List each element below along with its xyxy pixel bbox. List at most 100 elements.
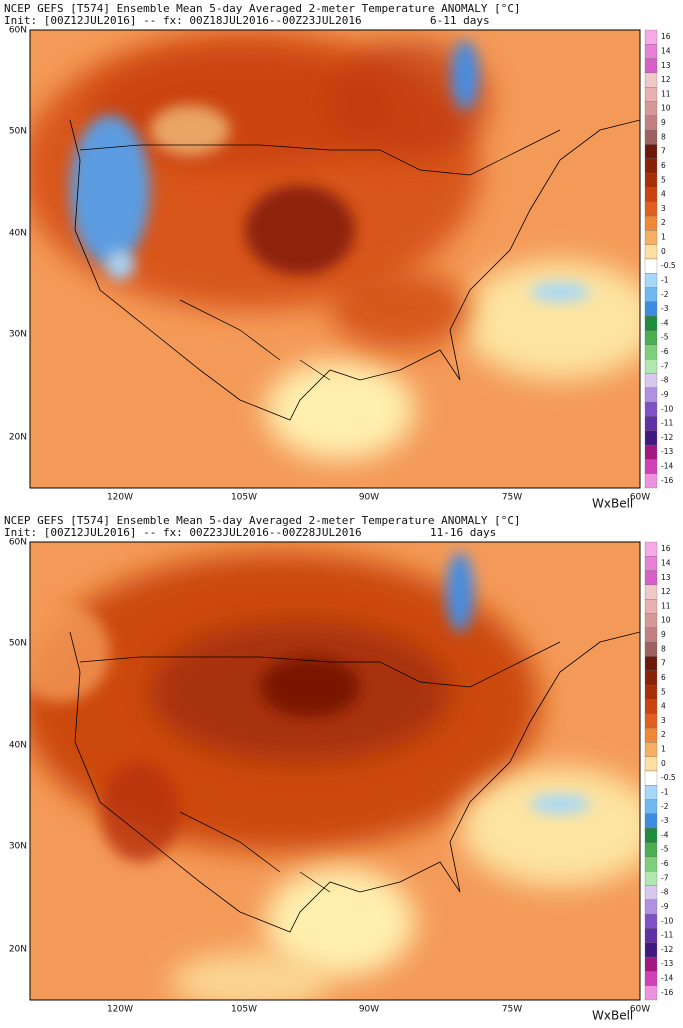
anomaly-region xyxy=(100,762,180,862)
colorbar-cell xyxy=(644,158,658,174)
colorbar-cell xyxy=(644,541,658,557)
colorbar-label: -13 xyxy=(661,959,673,968)
colorbar-label: 6 xyxy=(661,673,666,682)
colorbar-cell xyxy=(644,430,658,446)
colorbar-cell xyxy=(644,187,658,202)
colorbar-cell xyxy=(644,842,658,858)
lon-label: 120W xyxy=(107,1005,133,1015)
colorbar-cell xyxy=(644,656,658,671)
colorbar-label: -0.5 xyxy=(661,261,676,270)
colorbar-cell xyxy=(644,387,658,403)
colorbar-label: 7 xyxy=(661,659,666,668)
colorbar-label: 10 xyxy=(661,616,671,625)
colorbar-cell xyxy=(644,985,658,1001)
colorbar-cell xyxy=(644,670,658,686)
colorbar-label: -13 xyxy=(661,447,673,456)
colorbar-cell xyxy=(644,956,658,972)
anomaly-region xyxy=(530,794,590,814)
coastline xyxy=(69,119,640,421)
colorbar-label: -7 xyxy=(661,361,669,370)
lon-label: 60W xyxy=(630,493,650,503)
colorbar-label: -1 xyxy=(661,275,669,284)
colorbar-label: -8 xyxy=(661,376,669,385)
colorbar-label: -9 xyxy=(661,390,669,399)
anomaly-region xyxy=(451,40,479,110)
anomaly-region xyxy=(460,767,640,887)
logo: WxBell xyxy=(592,497,633,511)
anomaly-region xyxy=(265,867,415,977)
colorbar-cell xyxy=(644,330,658,346)
colorbar-cell xyxy=(644,230,658,245)
anomaly-region xyxy=(170,952,330,1000)
colorbar-label: -14 xyxy=(661,462,673,471)
colorbar-cell xyxy=(644,172,658,188)
colorbar-cell xyxy=(644,401,658,417)
colorbar-label: 3 xyxy=(661,716,666,725)
anomaly-region xyxy=(260,657,360,717)
colorbar-cell xyxy=(644,556,658,571)
colorbar-cell xyxy=(644,727,658,743)
colorbar-label: 4 xyxy=(661,190,666,199)
colorbar-label: -6 xyxy=(661,859,669,868)
logo: WxBell xyxy=(592,1009,633,1023)
colorbar-label: -3 xyxy=(661,816,669,825)
colorbar-cell xyxy=(644,373,658,388)
colorbar-label: 9 xyxy=(661,630,666,639)
colorbar-label: 11 xyxy=(661,89,671,98)
panel-init: Init: [00Z12JUL2016] -- fx: 00Z18JUL2016… xyxy=(4,14,362,27)
colorbar-label: 1 xyxy=(661,745,666,754)
colorbar-label: -12 xyxy=(661,945,673,954)
colorbar-cell xyxy=(644,58,658,74)
lat-label: 30N xyxy=(9,842,27,852)
map-field xyxy=(30,30,640,488)
colorbar-cell xyxy=(644,244,658,260)
colorbar-cell xyxy=(644,87,658,102)
lon-label: 60W xyxy=(630,1005,650,1015)
colorbar-label: -1 xyxy=(661,787,669,796)
lon-label: 75W xyxy=(502,1005,522,1015)
colorbar-label: 5 xyxy=(661,175,666,184)
lon-label: 90W xyxy=(359,1005,379,1015)
colorbar-label: 12 xyxy=(661,75,671,84)
panel-range: 6-11 days xyxy=(430,14,490,27)
colorbar-label: -7 xyxy=(661,873,669,882)
colorbar-cell xyxy=(644,699,658,714)
colorbar-cell xyxy=(644,570,658,586)
anomaly-region xyxy=(245,185,355,275)
lat-label: 40N xyxy=(9,229,27,239)
colorbar-cell xyxy=(644,316,658,331)
colorbar-cell xyxy=(644,942,658,958)
colorbar-label: 3 xyxy=(661,204,666,213)
colorbar-label: 13 xyxy=(661,61,671,70)
colorbar-cell xyxy=(644,899,658,915)
colorbar-label: -4 xyxy=(661,830,669,839)
colorbar-cell xyxy=(644,813,658,829)
colorbar-label: 8 xyxy=(661,132,666,141)
colorbar-label: -6 xyxy=(661,347,669,356)
lat-label: 40N xyxy=(9,741,27,751)
lon-label: 75W xyxy=(502,493,522,503)
anomaly-region xyxy=(460,260,640,380)
colorbar-label: 14 xyxy=(661,46,671,55)
colorbar-label: -8 xyxy=(661,888,669,897)
colorbar-cell xyxy=(644,627,658,643)
colorbar-cell xyxy=(644,101,658,117)
colorbar-label: 10 xyxy=(661,104,671,113)
colorbar-label: 1 xyxy=(661,233,666,242)
colorbar-label: 13 xyxy=(661,573,671,582)
colorbar-cell xyxy=(644,344,658,360)
colorbar-cell xyxy=(644,130,658,145)
lat-label: 20N xyxy=(9,945,27,955)
lon-label: 120W xyxy=(107,493,133,503)
lat-label: 30N xyxy=(9,330,27,340)
anomaly-region xyxy=(446,552,474,632)
colorbar-cell xyxy=(644,416,658,431)
colorbar-cell xyxy=(644,799,658,815)
colorbar-cell xyxy=(644,756,658,772)
panel-range: 11-16 days xyxy=(430,526,496,539)
anomaly-region xyxy=(530,282,590,302)
map-panel: NCEP GEFS [T574] Ensemble Mean 5-day Ave… xyxy=(4,2,676,511)
colorbar-label: 6 xyxy=(661,161,666,170)
map-frame xyxy=(29,29,641,489)
colorbar-cell xyxy=(644,971,658,986)
